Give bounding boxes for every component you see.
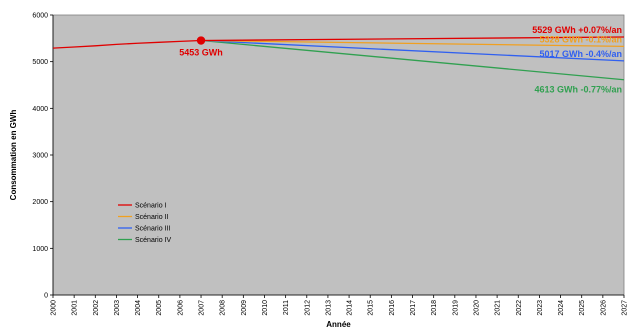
series-end-label: 4613 GWh -0.77%/an <box>534 85 622 95</box>
y-tick-label: 1000 <box>32 246 48 253</box>
series-line <box>201 39 625 48</box>
y-tick-label: 6000 <box>32 13 48 20</box>
x-tick-label: 2016 <box>389 300 396 316</box>
x-tick-label: 2026 <box>600 300 607 316</box>
series-line <box>201 36 625 42</box>
x-tick-label: 2013 <box>325 300 332 316</box>
legend-entry: Scénario IV <box>135 237 172 244</box>
historical-line <box>52 39 202 49</box>
x-tick-label: 2003 <box>114 300 121 316</box>
x-tick-label: 2022 <box>516 300 523 316</box>
x-tick-label: 2014 <box>347 300 354 316</box>
x-tick-label: 2024 <box>558 300 565 316</box>
x-tick-label: 2002 <box>93 300 100 316</box>
series-line <box>201 39 625 62</box>
x-axis: 2000 2001 2002 2003 2004 2005 2006 2007 2008 2009… <box>51 294 627 316</box>
x-tick-label: 2008 <box>220 300 227 316</box>
x-tick-label: 2005 <box>156 300 163 316</box>
base-year-marker <box>196 36 206 45</box>
x-axis-title: Année <box>326 320 351 329</box>
x-tick-label: 2027 <box>622 300 627 316</box>
series-end-label: 5328 GWh -0.1%/an <box>539 34 622 44</box>
x-tick-label: 2006 <box>177 300 184 316</box>
marker-label: 5453 GWh <box>179 48 223 58</box>
y-axis-title: Consommation en GWh <box>9 110 18 201</box>
x-tick-label: 2023 <box>537 300 544 316</box>
legend: Scénario I Scénario II Scénario III Scénari… <box>118 203 172 244</box>
y-tick-label: 3000 <box>32 153 48 160</box>
y-tick-label: 5000 <box>32 59 48 66</box>
x-tick-label: 2004 <box>135 300 142 316</box>
y-axis: 0 1000 2000 3000 4000 5000 6000 <box>32 13 54 300</box>
x-tick-label: 2012 <box>304 300 311 316</box>
y-tick-label: 0 <box>44 293 48 300</box>
legend-entry: Scénario II <box>135 214 169 221</box>
x-tick-label: 2009 <box>241 300 248 316</box>
x-tick-label: 2015 <box>368 300 375 316</box>
x-tick-label: 2020 <box>473 300 480 316</box>
x-tick-label: 2000 <box>51 300 58 316</box>
x-tick-label: 2021 <box>495 300 502 316</box>
x-tick-label: 2025 <box>579 300 586 316</box>
y-tick-label: 2000 <box>32 199 48 206</box>
series-line <box>200 39 625 81</box>
x-tick-label: 2019 <box>452 300 459 316</box>
series-end-label: 5529 GWh +0.07%/an <box>532 25 622 35</box>
x-tick-label: 2018 <box>431 300 438 316</box>
x-tick-label: 2001 <box>72 300 79 316</box>
x-tick-label: 2011 <box>283 300 290 315</box>
x-tick-label: 2007 <box>199 300 206 316</box>
x-tick-label: 2017 <box>410 300 417 316</box>
legend-entry: Scénario III <box>135 226 170 233</box>
x-tick-label: 2010 <box>262 300 269 316</box>
series-end-label: 5017 GWh -0.4%/an <box>539 49 622 59</box>
plot-area <box>52 14 625 296</box>
y-tick-label: 4000 <box>32 106 48 113</box>
legend-entry: Scénario I <box>135 203 167 210</box>
series-lines <box>52 36 625 81</box>
